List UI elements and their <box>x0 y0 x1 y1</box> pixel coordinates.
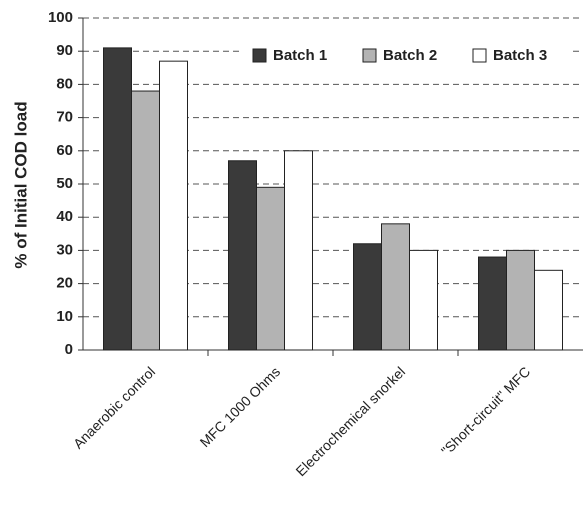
bar <box>256 186 285 351</box>
bar <box>381 223 410 351</box>
legend-swatch <box>472 48 487 63</box>
legend-swatch <box>252 48 267 63</box>
bar <box>353 243 382 351</box>
y-tick-label: 20 <box>56 275 73 292</box>
x-tick-label: Electrochemical snorkel <box>292 363 408 479</box>
bar <box>159 60 188 351</box>
legend-label: Batch 1 <box>273 47 327 64</box>
y-tick-label: 50 <box>56 175 73 192</box>
bar <box>284 150 313 351</box>
y-tick-label: 90 <box>56 42 73 59</box>
bar <box>131 90 160 351</box>
y-tick-label: 70 <box>56 109 73 126</box>
bar <box>409 249 438 351</box>
y-tick-label: 80 <box>56 75 73 92</box>
y-tick-label: 0 <box>65 341 73 358</box>
y-tick-label: 10 <box>56 308 73 325</box>
y-tick-label: 40 <box>56 208 73 225</box>
y-tick-label: 60 <box>56 142 73 159</box>
legend-box <box>243 40 573 70</box>
legend-label: Batch 2 <box>383 47 437 64</box>
x-tick-label: Anaerobic control <box>70 363 158 451</box>
bar <box>228 160 257 351</box>
bar <box>534 269 563 351</box>
y-tick-label: 100 <box>48 9 73 26</box>
x-tick-label: "Short-circuit" MFC <box>438 363 533 458</box>
legend-swatch <box>362 48 377 63</box>
bar <box>506 249 535 351</box>
legend-label: Batch 3 <box>493 47 547 64</box>
x-tick-label: MFC 1000 Ohms <box>197 363 284 450</box>
y-axis-label: % of Initial COD load <box>11 101 30 268</box>
y-tick-label: 30 <box>56 241 73 258</box>
bar <box>478 256 507 351</box>
bar <box>103 47 132 351</box>
